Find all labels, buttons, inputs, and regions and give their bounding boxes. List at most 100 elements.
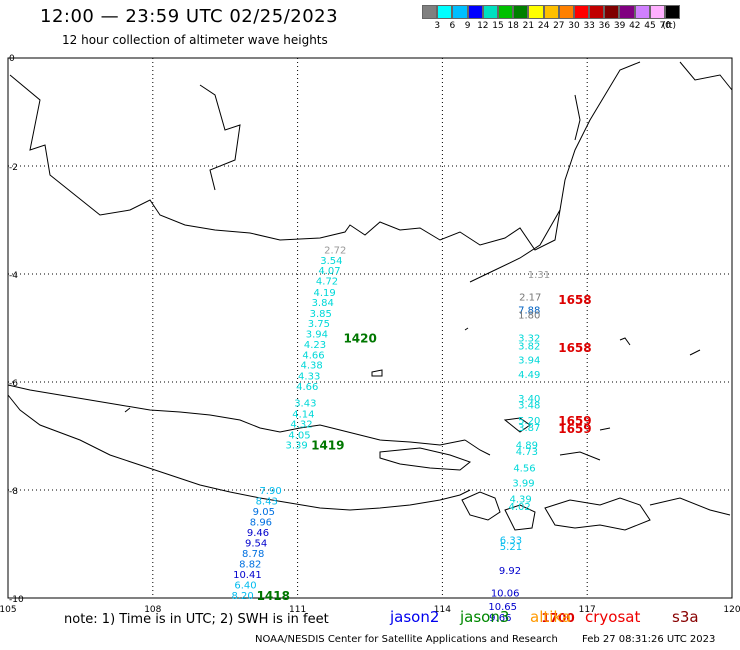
lat-tick-label: -6 [9,379,18,389]
coastline [619,337,631,346]
color-legend-label: 21 [522,21,535,31]
pass-time-label: 1658 [558,341,591,355]
footer-note: note: 1) Time is in UTC; 2) SWH is in fe… [64,612,329,627]
wave-height-label: 3.75 [308,319,330,330]
color-legend-swatch [649,5,665,19]
pass-time-label: 1418 [257,589,290,603]
wave-height-label: 4.66 [302,350,324,361]
wave-height-label: 3.82 [518,341,540,352]
lon-tick-label: 105 [0,605,17,615]
color-legend-swatch [513,5,529,19]
map-title: 12:00 — 23:59 UTC 02/25/2023 [40,6,339,27]
satellite-legend-jason3: jason3 [460,608,510,626]
wave-height-label: 4.56 [513,463,535,474]
wave-height-label: 4.14 [292,409,314,420]
lon-tick-label: 117 [579,605,596,615]
coastline [504,504,536,531]
coastline [559,451,601,461]
color-legend-swatch [452,5,468,19]
coastline [544,497,651,531]
satellite-legend-s3a: s3a [672,608,699,626]
wave-height-label: 3.40 [518,394,540,405]
wave-height-label: 3.32 [518,334,540,345]
coastline [689,349,701,356]
wave-height-label: 4.89 [516,441,538,452]
color-legend-label: 42 [629,21,641,31]
wave-height-label: 4.73 [516,447,538,458]
wave-height-label: 1.80 [518,311,540,322]
pass-time-label: 1700 [541,611,574,625]
pass-time-label: 1658 [558,293,591,307]
lat-tick-label: -10 [9,595,24,605]
wave-height-label: 4.49 [518,370,540,381]
wave-height-label: 10.06 [491,589,520,600]
wave-height-label: 6.33 [500,536,522,547]
pass-time-label: 1659 [558,414,591,428]
wave-height-label: 9.46 [247,528,269,539]
color-legend-label: 70 [659,21,671,31]
coastline [7,394,471,511]
color-legend-swatch [573,5,590,19]
color-legend-label: 18 [507,21,519,31]
color-legend-label: 12 [477,21,489,31]
wave-height-label: 7.90 [259,486,281,497]
color-legend-swatch [589,5,605,19]
coastline [469,209,561,283]
wave-height-label: 8.82 [239,559,261,570]
lat-tick-label: 0 [9,54,15,64]
wave-height-label: 4.07 [318,266,340,277]
coastline [461,491,501,521]
wave-height-label: 3.48 [518,401,540,412]
wave-height-label: 6.40 [234,581,256,592]
wave-height-label: 3.99 [512,478,534,489]
wave-height-label: 8.20 [231,591,253,602]
color-legend-swatch [634,5,650,19]
color-legend-swatch [482,5,498,19]
wave-height-label: 7.88 [518,306,540,317]
coastline [124,407,131,413]
color-legend-label: 9 [464,21,471,31]
coastline [379,447,472,471]
wave-height-label: 4.05 [288,430,310,441]
color-legend-swatch [604,5,620,19]
satellite-legend-jason2: jason2 [390,608,440,626]
wave-height-label: 3.84 [312,298,334,309]
color-legend-label: 39 [613,21,626,31]
wave-height-label: 4.19 [313,288,335,299]
credit-line: NOAA/NESDIS Center for Satellite Applica… [255,634,558,645]
color-legend-labels: 3 6 9 12 15 18 21 24 27 30 33 36 39 42 45 70 (ft) [422,21,740,33]
lon-tick-label: 120 [723,605,740,615]
wave-height-label: 4.02 [508,502,530,513]
wave-height-label: 4.38 [300,361,322,372]
color-legend-swatch [497,5,514,19]
wave-height-label: 5.21 [500,542,522,553]
wave-height-label: 3.85 [310,309,332,320]
color-legend-unit: (ft) [662,21,676,31]
lat-tick-label: -2 [9,163,18,173]
satellite-legend-cryosat: cryosat [585,608,641,626]
color-legend-label: 3 [434,21,441,31]
pass-time-label: 1419 [311,439,344,453]
coastline [599,427,611,431]
color-legend-label: 6 [449,21,456,31]
pass-time-label: 1659 [558,422,591,436]
color-legend-label: 33 [583,21,595,31]
color-legend-swatch [543,5,559,19]
color-legend-swatch [467,5,483,19]
wave-height-label: 3.54 [320,256,342,267]
wave-height-label: 8.78 [242,549,264,560]
coastline [464,439,491,456]
wave-height-label: 10.41 [233,570,262,581]
wave-height-label: 2.72 [324,246,346,257]
map-subtitle: 12 hour collection of altimeter wave hei… [62,33,328,47]
wave-height-label: 4.72 [316,276,338,287]
coastline [7,384,466,446]
wave-height-label: 10.65 [488,602,517,613]
coastline [464,327,469,331]
wave-height-label: 9.92 [499,566,521,577]
wave-height-label: 4.23 [304,340,326,351]
lon-tick-label: 114 [434,605,451,615]
coastline [9,61,641,251]
wave-height-label: 5.20 [518,416,540,427]
